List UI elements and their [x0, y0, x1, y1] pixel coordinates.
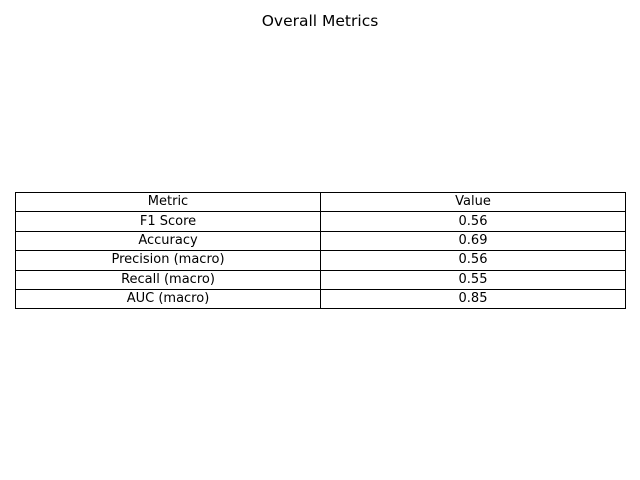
metric-name-cell: AUC (macro) [15, 288, 321, 310]
column-header: Metric [15, 191, 321, 213]
table-row: Accuracy 0.69 [15, 230, 626, 252]
chart-title: Overall Metrics [261, 12, 379, 30]
table-row: Recall (macro) 0.55 [15, 269, 626, 290]
metric-value-cell: 0.55 [320, 269, 626, 290]
metric-value-cell: 0.85 [320, 288, 626, 310]
table-row: F1 Score 0.56 [15, 211, 626, 232]
metric-value-cell: 0.56 [320, 211, 626, 232]
table-row: Precision (macro) 0.56 [15, 250, 626, 271]
metric-value-cell: 0.69 [320, 230, 626, 252]
metric-name-cell: F1 Score [15, 211, 321, 232]
table-row: AUC (macro) 0.85 [15, 288, 626, 310]
metric-name-cell: Precision (macro) [15, 250, 321, 271]
column-header: Value [320, 191, 626, 213]
table-header-row: Metric Value [15, 191, 626, 213]
metric-name-cell: Accuracy [15, 230, 321, 252]
metric-name-cell: Recall (macro) [15, 269, 321, 290]
metrics-table: Metric Value F1 Score 0.56 Accuracy 0.69 Preci… [15, 191, 626, 310]
metric-value-cell: 0.56 [320, 250, 626, 271]
